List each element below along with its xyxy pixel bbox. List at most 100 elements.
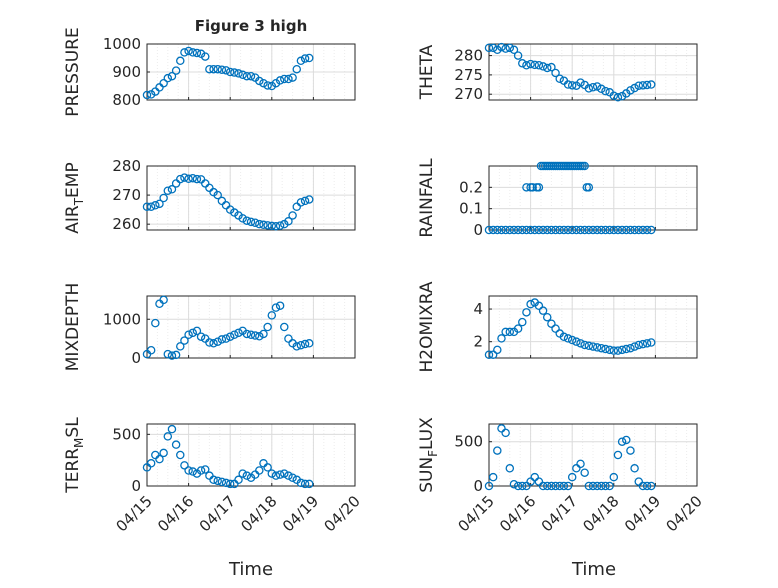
data-point — [267, 311, 277, 320]
data-point — [588, 481, 598, 491]
data-point — [275, 221, 285, 230]
data-point — [296, 340, 306, 350]
data-point — [188, 48, 198, 57]
data-point — [617, 225, 627, 235]
data-point — [159, 448, 168, 458]
data-point — [634, 340, 644, 350]
data-point — [159, 295, 168, 305]
x-tick-label: 04/17 — [538, 492, 581, 535]
data-point — [497, 225, 506, 235]
data-point — [580, 161, 589, 171]
data-point — [547, 225, 556, 235]
data-point — [493, 45, 502, 55]
data-point — [534, 60, 544, 70]
data-point — [184, 174, 193, 184]
data-point — [167, 424, 177, 434]
data-point — [300, 196, 310, 206]
data-point — [230, 68, 239, 77]
data-point — [280, 322, 289, 332]
y-axis-label-1: THETA — [417, 44, 437, 100]
data-point — [563, 334, 573, 343]
data-point — [638, 339, 648, 349]
y-tick-label: 270 — [112, 186, 141, 204]
data-point — [176, 174, 185, 184]
data-point — [255, 332, 264, 341]
data-point — [605, 225, 614, 235]
data-point — [234, 475, 243, 485]
x-tick-label: 04/16 — [154, 492, 197, 535]
data-point — [588, 83, 598, 92]
data-point — [255, 76, 264, 86]
data-point — [271, 471, 281, 480]
data-point — [167, 185, 177, 194]
data-point — [259, 78, 268, 88]
data-point — [267, 221, 277, 231]
data-point — [304, 339, 314, 348]
data-point — [284, 74, 293, 84]
chart-panel-row2-left: 260 270 280 AIRTEMP — [63, 157, 356, 234]
data-point — [259, 220, 268, 230]
data-point — [146, 345, 156, 355]
data-point — [538, 62, 548, 71]
data-point — [200, 52, 210, 61]
data-point — [646, 481, 656, 491]
data-point — [180, 461, 189, 470]
chart-panel-bottom-right: 0 500 SUNFLUX 04/1504/1604/1704/1804/1904/2… — [417, 417, 706, 536]
y-axis-label-0: PRESSURE — [63, 27, 83, 116]
data-point — [646, 80, 656, 89]
data-point — [225, 67, 235, 77]
data-point — [300, 479, 310, 489]
data-point — [509, 225, 519, 235]
data-point — [497, 334, 506, 343]
data-point — [300, 339, 310, 349]
data-point — [296, 56, 306, 66]
data-point — [622, 225, 631, 235]
data-point — [505, 43, 515, 53]
data-point — [288, 473, 297, 482]
data-point — [567, 472, 577, 482]
data-point — [205, 64, 214, 74]
data-point — [176, 56, 185, 66]
data-point — [284, 471, 293, 480]
data-point — [601, 344, 610, 354]
y-axis-label-7: SUNFLUX — [417, 417, 440, 493]
data-point — [592, 225, 602, 235]
data-point — [142, 202, 152, 211]
data-point — [542, 63, 552, 73]
data-point — [518, 481, 527, 491]
data-point — [542, 312, 552, 322]
data-point — [213, 476, 222, 486]
data-point — [259, 329, 268, 339]
data-point — [567, 81, 577, 90]
data-point — [221, 334, 231, 343]
data-point — [576, 225, 585, 235]
data-point — [572, 337, 581, 346]
data-point — [180, 173, 189, 182]
y-tick-label: 270 — [454, 85, 483, 103]
data-point — [171, 350, 181, 360]
x-axis-label-left: Time — [228, 559, 273, 580]
data-point — [551, 68, 560, 78]
data-point — [246, 217, 256, 227]
data-point — [275, 76, 285, 85]
data-point — [221, 478, 231, 488]
data-point — [617, 91, 627, 101]
data-point — [180, 48, 189, 57]
data-point — [275, 470, 285, 479]
y-tick-label: 0 — [131, 477, 141, 495]
data-point — [592, 481, 602, 491]
data-point — [538, 225, 548, 235]
y-tick-label: 280 — [112, 157, 141, 175]
data-point — [234, 69, 243, 78]
data-point — [513, 481, 523, 491]
data-point — [555, 481, 564, 491]
data-point — [263, 463, 272, 472]
data-point — [488, 472, 498, 482]
data-point — [638, 81, 648, 90]
data-point — [155, 454, 164, 464]
data-point — [280, 469, 289, 478]
y-tick-label: 260 — [112, 215, 141, 233]
data-point — [609, 225, 619, 235]
data-point — [250, 218, 260, 227]
